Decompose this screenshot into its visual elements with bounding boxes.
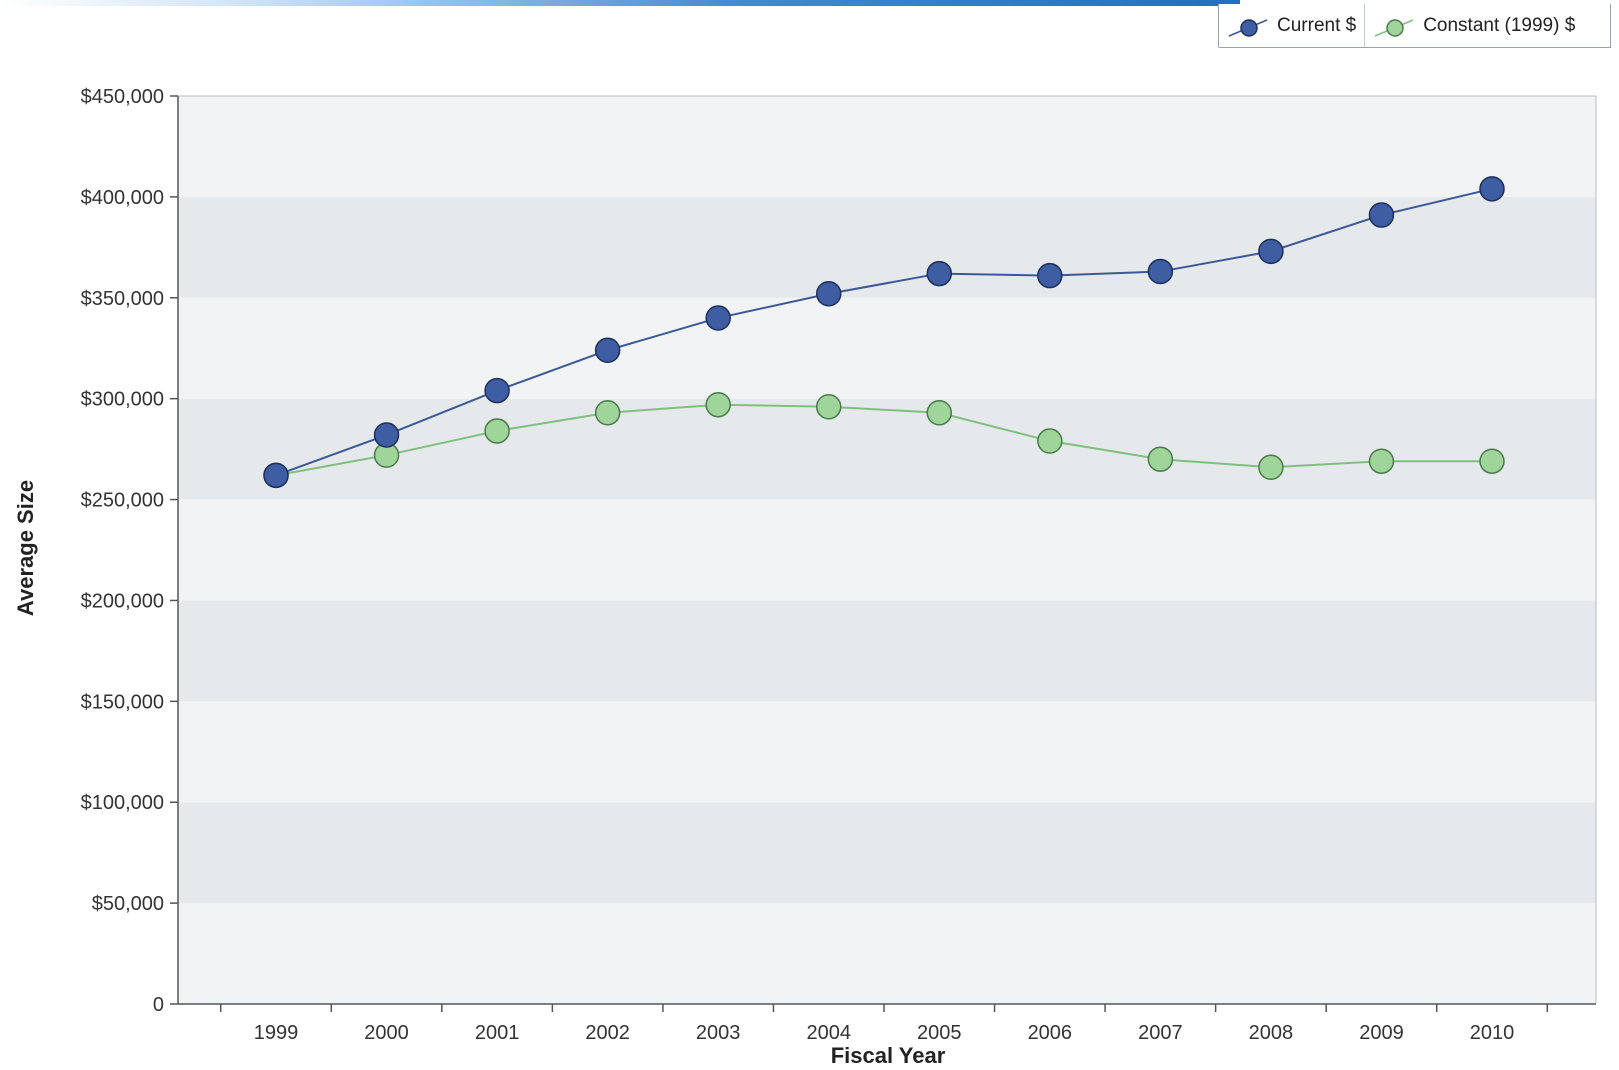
y-tick-label: $400,000 bbox=[81, 187, 164, 209]
data-point-constant bbox=[1037, 428, 1063, 454]
data-point-current bbox=[815, 280, 842, 307]
legend-label-current: Current $ bbox=[1277, 14, 1357, 36]
x-tick-label: 2003 bbox=[696, 1022, 741, 1044]
data-point-constant bbox=[594, 400, 621, 426]
data-point-current bbox=[1147, 258, 1174, 285]
x-tick-label: 2005 bbox=[917, 1022, 962, 1044]
data-point-constant bbox=[1258, 454, 1284, 481]
legend-label-constant: Constant (1999) $ bbox=[1423, 14, 1576, 36]
x-tick-label: 2001 bbox=[475, 1022, 520, 1044]
data-point-current bbox=[1479, 176, 1505, 202]
data-point-current bbox=[373, 422, 400, 448]
data-point-current bbox=[484, 377, 510, 404]
grid-band bbox=[178, 701, 1596, 803]
legend-item-constant[interactable]: Constant (1999) $ bbox=[1364, 4, 1583, 47]
data-point-constant bbox=[926, 400, 953, 426]
grid-band bbox=[178, 600, 1596, 702]
series-line-constant bbox=[275, 403, 1492, 477]
y-tick-label: $350,000 bbox=[81, 288, 164, 310]
data-point-constant bbox=[1368, 448, 1395, 474]
y-tick-label: $450,000 bbox=[81, 86, 164, 108]
data-point-current bbox=[1258, 238, 1284, 265]
data-point-current bbox=[263, 462, 289, 489]
x-tick-label: 2008 bbox=[1249, 1022, 1294, 1044]
x-tick-label: 2000 bbox=[364, 1022, 409, 1044]
grid-band bbox=[178, 802, 1596, 904]
grid-band bbox=[178, 297, 1596, 399]
x-tick-label: 2004 bbox=[806, 1022, 851, 1044]
series-line-current bbox=[275, 187, 1493, 477]
header-accent-bar bbox=[0, 0, 1240, 6]
y-tick-label: $250,000 bbox=[81, 490, 164, 512]
y-axis-title: Average Size bbox=[13, 480, 38, 616]
x-tick-label: 2002 bbox=[585, 1022, 630, 1044]
y-tick-label: $150,000 bbox=[81, 691, 164, 713]
data-point-current bbox=[1037, 262, 1063, 289]
data-point-current bbox=[705, 305, 731, 331]
legend-item-current[interactable]: Current $ bbox=[1219, 4, 1364, 47]
x-axis-title: Fiscal Year bbox=[831, 1043, 946, 1068]
y-tick-label: $200,000 bbox=[81, 590, 164, 612]
grid-band bbox=[178, 499, 1596, 601]
data-point-current bbox=[926, 260, 953, 287]
data-point-constant bbox=[705, 391, 731, 418]
data-point-constant bbox=[1479, 448, 1505, 474]
y-tick-label: $100,000 bbox=[81, 792, 164, 814]
data-point-constant bbox=[815, 393, 842, 420]
y-tick-label: 0 bbox=[153, 994, 164, 1016]
grid-band bbox=[178, 903, 1596, 1004]
data-point-current bbox=[1368, 202, 1395, 228]
data-point-constant bbox=[484, 418, 510, 444]
data-point-current bbox=[594, 337, 621, 363]
grid-band bbox=[178, 96, 1596, 197]
x-tick-label: 2006 bbox=[1028, 1022, 1073, 1044]
current-series-marker-icon bbox=[1228, 18, 1268, 37]
y-tick-label: $300,000 bbox=[81, 389, 164, 411]
x-tick-label: 2010 bbox=[1470, 1022, 1515, 1044]
y-tick-label: $50,000 bbox=[92, 893, 164, 915]
constant-series-marker-icon bbox=[1374, 18, 1414, 37]
grid-band bbox=[178, 196, 1596, 298]
data-point-constant bbox=[1147, 446, 1174, 472]
x-tick-label: 1999 bbox=[254, 1022, 299, 1044]
x-tick-label: 2007 bbox=[1138, 1022, 1183, 1044]
x-tick-label: 2009 bbox=[1359, 1022, 1404, 1044]
chart-legend: Current $ Constant (1999) $ bbox=[1218, 4, 1611, 48]
